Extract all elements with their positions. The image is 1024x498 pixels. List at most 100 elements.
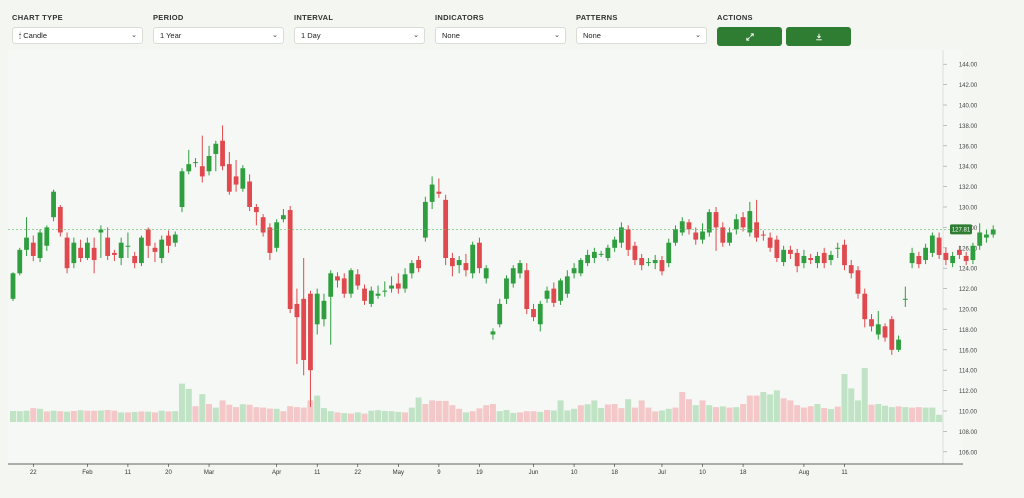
candle-body [713, 212, 719, 228]
candle-body [605, 247, 611, 258]
candle-body [172, 234, 178, 243]
interval-label: INTERVAL [294, 13, 334, 22]
volume-bar [429, 400, 436, 422]
volume-bar [192, 406, 199, 422]
candle-body [429, 184, 435, 202]
candle-body [909, 252, 915, 264]
candlestick-chart[interactable]: 106.00 108.00 110.00 112.00 114.00 116.00 118.… [0, 50, 1024, 498]
volume-bar [233, 407, 240, 422]
candle-body [179, 171, 185, 207]
x-tick-label: 10 [571, 470, 578, 476]
candle-body [456, 260, 462, 266]
candle-body [260, 217, 266, 233]
volume-bar [212, 407, 219, 422]
fullscreen-button[interactable] [717, 27, 782, 46]
volume-bar [665, 408, 672, 422]
volume-bar [469, 411, 476, 422]
indicators-select[interactable]: None ⌄ [435, 27, 566, 44]
volume-bar [767, 394, 774, 422]
candle-body [213, 143, 219, 154]
period-value: 1 Year [160, 31, 182, 40]
candle-body [294, 303, 300, 318]
y-tick-label: 120.00 [959, 308, 978, 314]
candle-body [281, 215, 286, 220]
interval-select[interactable]: 1 Day ⌄ [294, 27, 425, 44]
volume-bar [902, 407, 909, 422]
candle-body [706, 212, 712, 233]
candle-body [287, 210, 293, 309]
candle-body [740, 217, 746, 228]
candle-body [463, 263, 469, 271]
candle-body [767, 237, 773, 248]
candle-body [666, 242, 672, 264]
volume-bar [57, 411, 64, 422]
download-button[interactable] [786, 27, 851, 46]
volume-bar [875, 404, 882, 422]
candle-body [537, 303, 543, 325]
candle-body [524, 270, 530, 309]
volume-bar [185, 388, 192, 422]
candle-body [37, 232, 43, 258]
candle-body [828, 254, 834, 261]
x-tick-label: 22 [354, 470, 361, 476]
y-tick-label: 108.00 [959, 430, 978, 436]
chart-type-select[interactable]: 🕯 Candle ⌄ [12, 27, 143, 44]
volume-bar [64, 411, 71, 422]
volume-bar [415, 397, 422, 422]
candle-body [693, 232, 699, 240]
volume-bar [503, 410, 510, 422]
volume-bar [368, 410, 375, 422]
volume-bar [753, 395, 760, 422]
volume-bar [179, 383, 185, 422]
candles [10, 125, 996, 407]
candle-body [64, 237, 70, 269]
patterns-value: None [583, 31, 601, 40]
volume-bar [888, 407, 895, 422]
y-tick-label: 134.00 [959, 165, 978, 171]
candle-body [382, 290, 388, 292]
y-tick-label: 138.00 [959, 124, 978, 130]
volume-bar [442, 400, 449, 422]
candle-body [193, 162, 198, 164]
volume-bar [300, 407, 307, 422]
candle-body [504, 278, 509, 299]
chevron-down-icon: ⌄ [131, 32, 137, 39]
candle-body [470, 244, 476, 274]
volume-bar [395, 411, 402, 422]
candle-body [247, 181, 252, 207]
volume-bar [422, 404, 429, 422]
candle-body [774, 239, 780, 258]
volume-bar [618, 408, 625, 422]
volume-bar [124, 412, 131, 422]
candle-body [166, 235, 171, 246]
candle-body [112, 252, 117, 255]
volume-bar [158, 410, 165, 422]
volume-bar [800, 407, 807, 422]
candle-body [788, 249, 793, 254]
chevron-down-icon: ⌄ [272, 32, 278, 39]
candle-body [855, 270, 861, 294]
volume-bar [530, 411, 537, 422]
volume-bar [686, 399, 692, 422]
volume-bar [713, 407, 720, 422]
patterns-select[interactable]: None ⌄ [576, 27, 707, 44]
candle-body [30, 242, 36, 256]
volume-bar [489, 404, 496, 422]
x-tick-label: Aug [799, 470, 810, 476]
chart-type-label: CHART TYPE [12, 13, 63, 22]
candle-body [267, 227, 273, 253]
volume-bar [327, 411, 334, 422]
x-tick-label: Feb [82, 470, 93, 476]
x-axis: 22 Feb 11 20 Mar Apr 11 22 May 9 19 Jun 10 18 Jul 10 18 A… [8, 463, 963, 476]
candle-body [564, 276, 570, 294]
candle-body [335, 276, 340, 281]
period-select[interactable]: 1 Year ⌄ [153, 27, 284, 44]
candle-body [84, 242, 90, 258]
candle-body [152, 247, 158, 252]
candle-icon: 🕯 [19, 31, 22, 40]
candle-body [936, 237, 942, 255]
candle-body [51, 191, 56, 218]
x-tick-label: Mar [204, 470, 214, 476]
candle-body [990, 229, 996, 235]
candle-body [220, 140, 225, 167]
